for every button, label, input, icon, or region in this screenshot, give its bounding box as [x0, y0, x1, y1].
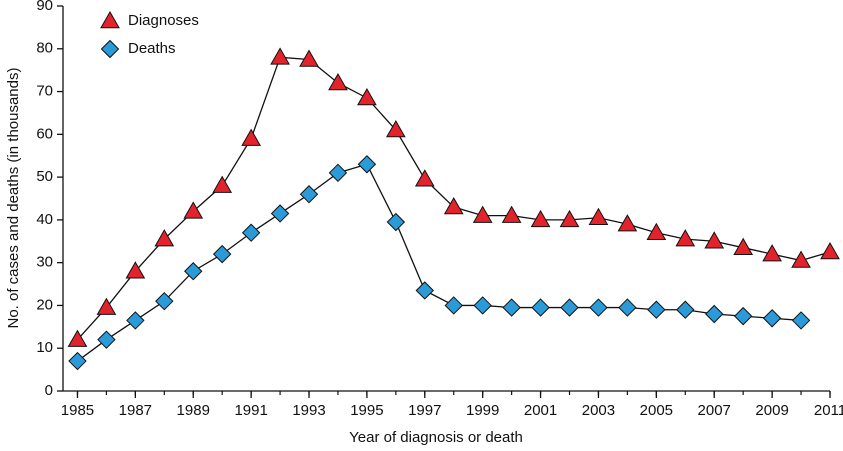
data-point — [270, 47, 290, 65]
legend-marker — [100, 39, 120, 59]
data-point — [415, 281, 434, 300]
y-tick-label: 30 — [36, 254, 53, 271]
y-tick-label: 20 — [36, 296, 53, 313]
data-point — [270, 204, 290, 223]
data-point — [126, 311, 145, 330]
x-tick-label: 2003 — [582, 402, 615, 419]
data-point — [241, 223, 261, 242]
x-tick-label: 1991 — [234, 402, 267, 419]
data-point — [385, 120, 406, 138]
data-point — [588, 207, 609, 225]
data-point — [560, 298, 579, 317]
y-tick-label: 60 — [36, 125, 53, 142]
data-point — [299, 185, 319, 204]
data-point — [501, 205, 522, 223]
x-tick-label: 1989 — [177, 402, 210, 419]
x-tick-label: 2005 — [640, 402, 673, 419]
data-point — [414, 169, 435, 187]
data-point — [617, 214, 638, 232]
data-point — [67, 329, 88, 347]
data-point — [676, 300, 695, 319]
legend-label: Deaths — [128, 40, 176, 57]
y-tick-label: 10 — [36, 339, 53, 356]
y-tick-label: 50 — [36, 168, 53, 185]
x-tick-label: 1997 — [408, 402, 441, 419]
data-point — [299, 49, 319, 67]
data-point — [704, 231, 725, 249]
data-point — [444, 296, 463, 315]
data-point — [357, 87, 377, 106]
data-point — [328, 163, 348, 183]
y-tick-label: 40 — [36, 211, 53, 228]
legend-marker — [100, 10, 120, 29]
data-point — [328, 72, 348, 91]
data-point — [531, 298, 550, 317]
y-tick-label: 0 — [45, 382, 53, 399]
data-point — [762, 309, 782, 328]
y-tick-label: 80 — [36, 40, 53, 57]
data-point — [791, 250, 811, 268]
data-point — [647, 300, 666, 319]
y-axis-label: No. of cases and deaths (in thousands) — [5, 68, 22, 329]
data-point — [705, 304, 724, 324]
data-point — [820, 241, 840, 260]
data-point — [733, 237, 754, 255]
data-point — [184, 262, 203, 281]
data-point — [559, 209, 580, 228]
data-point — [154, 229, 175, 247]
data-point — [183, 201, 204, 219]
data-point — [618, 298, 637, 317]
data-point — [675, 229, 696, 247]
x-tick-label: 1999 — [466, 402, 499, 419]
y-tick-label: 70 — [36, 83, 53, 100]
x-tick-label: 2011 — [814, 402, 843, 419]
x-tick-label: 2007 — [698, 402, 731, 419]
data-point — [762, 244, 782, 262]
x-tick-label: 1995 — [350, 402, 383, 419]
data-point — [646, 222, 667, 240]
data-point — [530, 209, 551, 228]
data-point — [125, 261, 146, 279]
data-point — [68, 351, 87, 371]
data-point — [443, 197, 464, 215]
data-point — [97, 330, 116, 349]
data-point — [241, 128, 261, 146]
x-tick-label: 1987 — [119, 402, 152, 419]
data-point — [155, 291, 174, 311]
data-point — [357, 155, 377, 174]
data-point — [212, 175, 233, 193]
x-axis-label: Year of diagnosis or death — [349, 429, 523, 446]
legend-label: Diagnoses — [128, 12, 199, 29]
data-point — [589, 298, 608, 317]
data-point — [502, 298, 521, 317]
data-point — [212, 244, 232, 264]
x-tick-label: 1993 — [292, 402, 325, 419]
data-point — [791, 311, 811, 330]
data-point — [733, 306, 753, 326]
x-tick-label: 2009 — [755, 402, 788, 419]
data-point — [473, 296, 492, 315]
data-point — [386, 212, 406, 232]
data-point — [96, 297, 117, 315]
x-tick-label: 1985 — [61, 402, 94, 419]
x-tick-label: 2001 — [524, 402, 557, 419]
data-point — [472, 205, 493, 223]
y-tick-label: 90 — [36, 0, 53, 14]
